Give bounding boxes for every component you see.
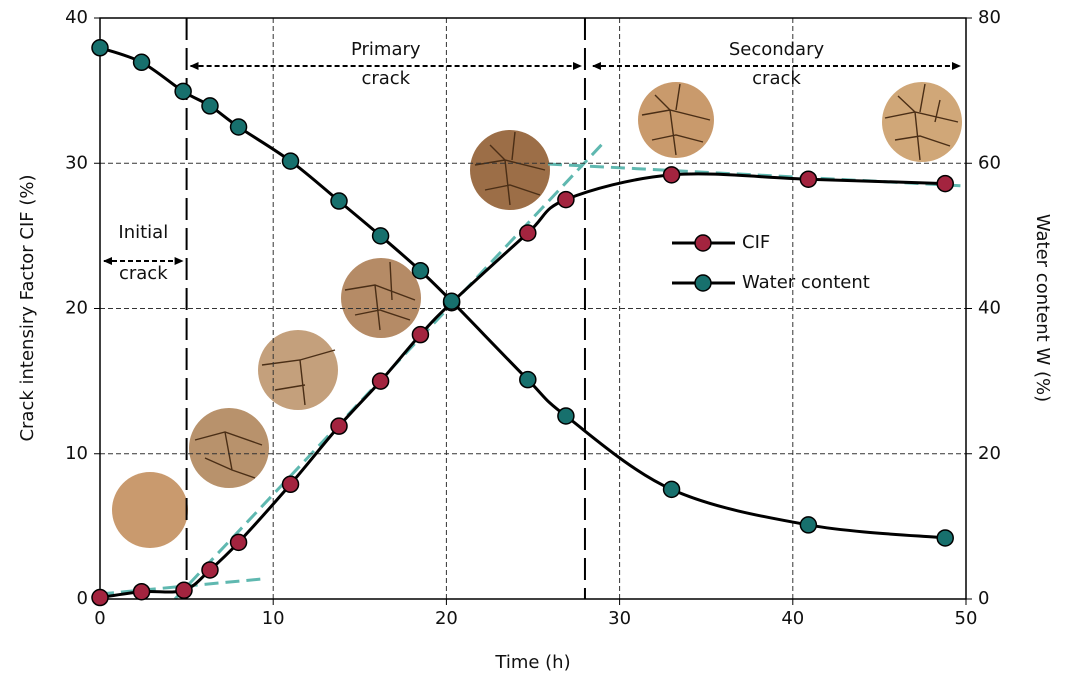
- legend-label: CIF: [742, 232, 770, 253]
- y2-tick-label: 80: [978, 7, 1001, 28]
- x-tick-label: 0: [94, 608, 105, 629]
- data-point: [558, 192, 574, 208]
- data-point: [412, 263, 428, 279]
- legend-label: Water content: [742, 272, 870, 293]
- data-point: [134, 584, 150, 600]
- data-point: [373, 228, 389, 244]
- y2-tick-label: 40: [978, 298, 1001, 319]
- data-point: [664, 167, 680, 183]
- data-point: [283, 476, 299, 492]
- data-point: [412, 327, 428, 343]
- data-point: [176, 582, 192, 598]
- crack-images: [112, 82, 962, 548]
- annotation: crack: [361, 68, 410, 89]
- legend-marker: [695, 235, 711, 251]
- y-axis-title: Crack intensiry Factor CIF (%): [17, 174, 38, 441]
- y-tick-label: 40: [65, 7, 88, 28]
- x-tick-label: 20: [435, 608, 458, 629]
- annotation: Primary: [351, 39, 421, 60]
- y2-tick-label: 20: [978, 443, 1001, 464]
- data-point: [92, 590, 108, 606]
- annotation: crack: [119, 263, 168, 284]
- data-point: [800, 171, 816, 187]
- data-point: [937, 530, 953, 546]
- data-point: [175, 83, 191, 99]
- data-point: [231, 119, 247, 135]
- data-point: [134, 54, 150, 70]
- y-tick-label: 30: [65, 152, 88, 173]
- data-point: [92, 40, 108, 56]
- data-point: [231, 534, 247, 550]
- annotation: crack: [752, 68, 801, 89]
- data-point: [520, 225, 536, 241]
- annotation: Secondary: [729, 39, 825, 60]
- data-point: [444, 293, 460, 309]
- data-point: [202, 98, 218, 114]
- y2-axis-title: Water content W (%): [1032, 214, 1053, 402]
- data-point: [520, 372, 536, 388]
- data-point: [331, 418, 347, 434]
- x-axis-title: Time (h): [494, 652, 570, 673]
- y2-tick-label: 60: [978, 152, 1001, 173]
- data-point: [373, 373, 389, 389]
- data-point: [331, 193, 347, 209]
- y-tick-label: 0: [77, 588, 88, 609]
- data-point: [800, 517, 816, 533]
- x-tick-label: 40: [781, 608, 804, 629]
- legend-marker: [695, 275, 711, 291]
- y2-tick-label: 0: [978, 588, 989, 609]
- x-tick-label: 30: [608, 608, 631, 629]
- x-tick-label: 10: [262, 608, 285, 629]
- x-tick-label: 50: [955, 608, 978, 629]
- data-point: [664, 481, 680, 497]
- data-point: [937, 176, 953, 192]
- annotation: Initial: [118, 222, 168, 243]
- data-point: [202, 562, 218, 578]
- data-point: [283, 153, 299, 169]
- y-tick-label: 10: [65, 443, 88, 464]
- chart: Time (h) Crack intensiry Factor CIF (%) …: [0, 0, 1067, 679]
- data-point: [558, 408, 574, 424]
- y-tick-label: 20: [65, 298, 88, 319]
